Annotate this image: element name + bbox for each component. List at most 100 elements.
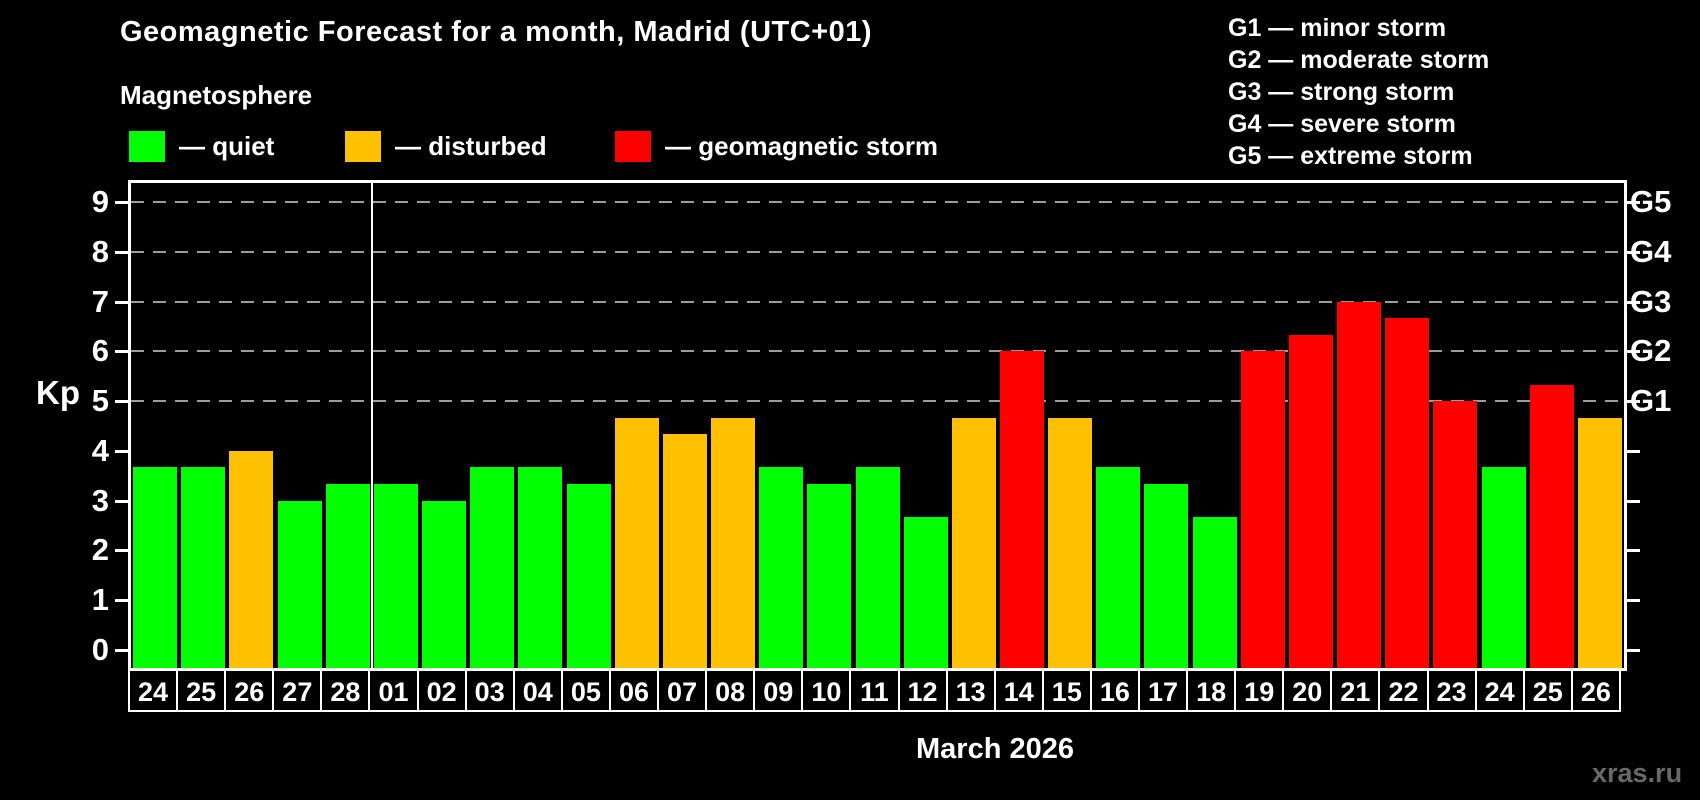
kp-bar-day-15 xyxy=(1048,417,1093,668)
kp-bar-day-20 xyxy=(1288,334,1333,668)
kp-bar-day-23 xyxy=(1433,401,1478,668)
y-tick-label-3: 3 xyxy=(91,482,109,518)
right-tick-4 xyxy=(1627,449,1640,453)
storm-scale-g4: G4 — severe storm xyxy=(1228,110,1456,138)
day-label-13: 13 xyxy=(945,669,996,712)
storm-scale-legend: G1 — minor storm G2 — moderate storm G3 … xyxy=(1228,12,1489,172)
plot-area: 0 1 2 3 4 5 6 7 8 9 G1 G2 G3 G4 G5 xyxy=(92,180,1671,671)
kp-bar-day-19 xyxy=(1240,351,1285,668)
right-tick-3 xyxy=(1627,499,1640,503)
left-tick-0 xyxy=(115,649,128,652)
day-label-21: 21 xyxy=(1330,669,1381,712)
day-label-27: 27 xyxy=(272,669,323,712)
kp-bar-day-18 xyxy=(1192,517,1237,668)
right-tick-1 xyxy=(1627,599,1640,603)
day-label-07: 07 xyxy=(657,669,708,712)
kp-bar-day-25 xyxy=(1529,384,1574,668)
day-label-06: 06 xyxy=(608,669,660,712)
kp-bar-day-03 xyxy=(470,467,515,668)
day-label-10: 10 xyxy=(801,669,852,712)
day-label-26: 26 xyxy=(1570,669,1621,712)
y-tick-label-0: 0 xyxy=(91,632,109,667)
g-scale-label-g3: G3 xyxy=(1630,283,1672,319)
day-label-28: 28 xyxy=(320,669,371,712)
day-label-22: 22 xyxy=(1378,669,1429,712)
x-axis-day-row: 24 25 26 27 28 01 02 03 04 05 06 07 08 09 10 11 12 13 14 15… xyxy=(128,669,1621,712)
kp-bar-day-01 xyxy=(373,484,418,668)
day-label-25: 25 xyxy=(1522,669,1573,712)
kp-bar-day-09 xyxy=(759,467,804,668)
left-tick-2 xyxy=(115,549,128,553)
g-scale-label-g5: G5 xyxy=(1630,183,1672,219)
day-label-24: 24 xyxy=(128,669,179,712)
kp-bar-day-25 xyxy=(181,467,226,668)
day-label-17: 17 xyxy=(1137,669,1189,712)
storm-scale-g3: G3 — strong storm xyxy=(1228,78,1455,106)
legend-item-storm: — geomagnetic storm xyxy=(615,131,938,162)
right-tick-5 xyxy=(1627,400,1640,404)
day-label-25: 25 xyxy=(176,669,227,712)
legend-label-quiet: — quiet xyxy=(179,131,275,161)
kp-bar-day-05 xyxy=(566,484,611,668)
day-label-02: 02 xyxy=(416,669,467,712)
watermark: xras.ru xyxy=(1592,758,1683,788)
day-label-15: 15 xyxy=(1041,669,1092,712)
right-tick-7 xyxy=(1627,300,1640,304)
y-tick-label-8: 8 xyxy=(91,233,109,269)
kp-bar-day-17 xyxy=(1144,484,1189,668)
kp-bar-day-26 xyxy=(1577,417,1622,668)
storm-scale-g5: G5 — extreme storm xyxy=(1228,142,1473,170)
kp-bar-day-02 xyxy=(422,500,467,668)
kp-bar-day-21 xyxy=(1337,301,1382,668)
right-tick-8 xyxy=(1627,250,1640,254)
y-tick-label-1: 1 xyxy=(91,582,109,618)
day-label-24: 24 xyxy=(1474,669,1525,712)
month-separator-line xyxy=(370,183,373,668)
y-axis-label: Kp xyxy=(36,374,80,411)
day-label-16: 16 xyxy=(1089,669,1140,712)
y-tick-label-5: 5 xyxy=(91,383,109,419)
kp-bar-day-13 xyxy=(951,417,996,668)
kp-bar-day-07 xyxy=(662,434,707,668)
gridline-kp9 xyxy=(131,200,1624,203)
right-tick-9 xyxy=(1627,200,1640,204)
kp-bar-day-12 xyxy=(903,517,948,668)
y-tick-label-7: 7 xyxy=(91,283,109,319)
legend-item-quiet: — quiet xyxy=(129,131,274,162)
y-tick-label-9: 9 xyxy=(91,183,109,219)
day-label-26: 26 xyxy=(224,669,275,712)
y-tick-label-2: 2 xyxy=(91,532,109,568)
day-label-20: 20 xyxy=(1282,669,1333,712)
left-tick-3 xyxy=(115,499,128,503)
y-tick-label-4: 4 xyxy=(91,432,109,468)
day-label-14: 14 xyxy=(993,669,1044,712)
kp-bar-day-26 xyxy=(229,450,274,668)
chart-title: Geomagnetic Forecast for a month, Madrid… xyxy=(120,16,873,48)
day-label-01: 01 xyxy=(368,669,419,712)
left-tick-6 xyxy=(115,350,128,354)
left-tick-1 xyxy=(115,599,128,603)
day-label-23: 23 xyxy=(1426,669,1477,712)
gridline-kp6 xyxy=(131,350,1624,353)
day-label-04: 04 xyxy=(512,669,563,712)
gridline-kp7 xyxy=(131,300,1624,303)
kp-bar-day-22 xyxy=(1385,317,1430,668)
kp-bar-day-24 xyxy=(133,467,178,668)
day-label-19: 19 xyxy=(1234,669,1285,712)
storm-scale-g2: G2 — moderate storm xyxy=(1228,46,1490,74)
kp-bar-day-28 xyxy=(325,484,370,668)
g-scale-label-g4: G4 xyxy=(1630,233,1672,269)
legend-label-disturbed: — disturbed xyxy=(395,131,547,161)
kp-bar-day-27 xyxy=(277,500,322,668)
day-label-03: 03 xyxy=(464,669,515,712)
kp-bar-day-11 xyxy=(855,467,900,668)
g-scale-label-g1: G1 xyxy=(1630,383,1672,419)
day-label-05: 05 xyxy=(560,669,611,712)
day-label-09: 09 xyxy=(753,669,804,712)
magnetosphere-label: Magnetosphere xyxy=(120,80,313,110)
kp-bar-day-10 xyxy=(807,484,852,668)
day-label-08: 08 xyxy=(705,669,756,712)
legend-label-storm: — geomagnetic storm xyxy=(665,131,939,161)
left-tick-9 xyxy=(115,200,128,204)
kp-bar-day-06 xyxy=(614,417,659,668)
